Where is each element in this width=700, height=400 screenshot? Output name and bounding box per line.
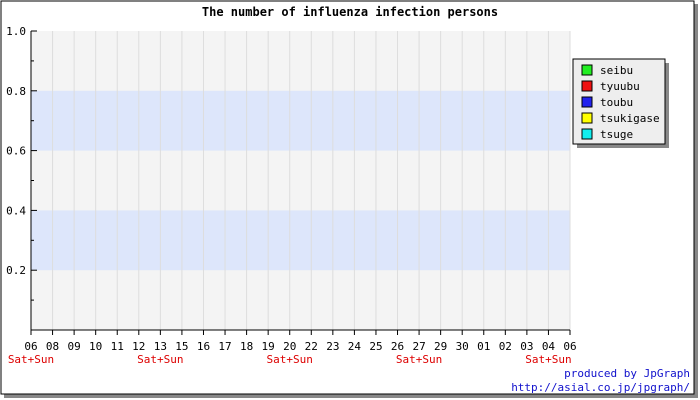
y-tick-label: 0.8 xyxy=(6,85,26,98)
y-tick-label: 0.2 xyxy=(6,264,26,277)
x-tick-label: 09 xyxy=(67,340,80,353)
y-tick-label: 1.0 xyxy=(6,25,26,38)
x-tick-label: 13 xyxy=(154,340,167,353)
y-tick-label: 0.4 xyxy=(6,204,26,217)
x-tick-label: 18 xyxy=(240,340,253,353)
x-tick-label: 17 xyxy=(218,340,231,353)
legend-label: tsuge xyxy=(600,128,633,141)
x-tick-label: 16 xyxy=(197,340,210,353)
x-tick-label: 06 xyxy=(563,340,576,353)
x-tick-label: 08 xyxy=(46,340,59,353)
legend-items: seibu tyuubu toubu tsukigase tsuge xyxy=(581,64,660,141)
x-tick-label: 22 xyxy=(305,340,318,353)
x-tick-label: 25 xyxy=(369,340,382,353)
plot-background xyxy=(31,31,570,330)
x-tick-label: 20 xyxy=(283,340,296,353)
x-tick-label: 02 xyxy=(499,340,512,353)
legend-label: tyuubu xyxy=(600,80,640,93)
x-tick-label: 04 xyxy=(542,340,556,353)
x-tick-label: 26 xyxy=(391,340,404,353)
credit-produced-by: produced by JpGraph xyxy=(564,367,690,380)
weekend-label: Sat+Sun xyxy=(396,353,442,366)
grid-band xyxy=(31,210,570,271)
weekend-label: Sat+Sun xyxy=(137,353,183,366)
x-tick-label: 03 xyxy=(520,340,533,353)
legend: seibu tyuubu toubu tsukigase tsuge xyxy=(572,58,669,148)
x-tick-label: 01 xyxy=(477,340,490,353)
legend-label: seibu xyxy=(600,64,633,77)
grid-band xyxy=(31,90,570,151)
x-tick-label: 06 xyxy=(24,340,37,353)
legend-label: toubu xyxy=(600,96,633,109)
legend-swatch-tsukigase xyxy=(581,112,593,124)
x-tick-label: 23 xyxy=(326,340,339,353)
x-tick-label: 19 xyxy=(262,340,275,353)
chart-title: The number of influenza infection person… xyxy=(202,5,498,19)
x-tick-label: 12 xyxy=(132,340,145,353)
y-axis: 0.2 0.4 0.6 0.8 1.0 xyxy=(6,25,37,330)
legend-swatch-toubu xyxy=(581,96,593,108)
plot-area xyxy=(30,31,571,330)
x-tick-label: 27 xyxy=(412,340,425,353)
y-tick-label: 0.6 xyxy=(6,145,26,158)
x-tick-label: 11 xyxy=(111,340,124,353)
legend-swatch-seibu xyxy=(581,64,593,76)
x-tick-label: 10 xyxy=(89,340,102,353)
weekend-label: Sat+Sun xyxy=(525,353,571,366)
legend-swatch-tyuubu xyxy=(581,80,593,92)
x-tick-label: 15 xyxy=(175,340,188,353)
weekend-label: Sat+Sun xyxy=(267,353,313,366)
legend-swatch-tsuge xyxy=(581,128,593,140)
credit-url[interactable]: http://asial.co.jp/jpgraph/ xyxy=(511,381,690,394)
x-tick-label: 30 xyxy=(456,340,469,353)
x-axis: 06 08 09 10 11 12 13 15 16 17 18 19 20 22 23 24 25 26 27 29… xyxy=(8,329,577,366)
x-tick-label: 29 xyxy=(434,340,447,353)
weekend-label: Sat+Sun xyxy=(8,353,54,366)
legend-label: tsukigase xyxy=(600,112,660,125)
x-tick-label: 24 xyxy=(348,340,362,353)
